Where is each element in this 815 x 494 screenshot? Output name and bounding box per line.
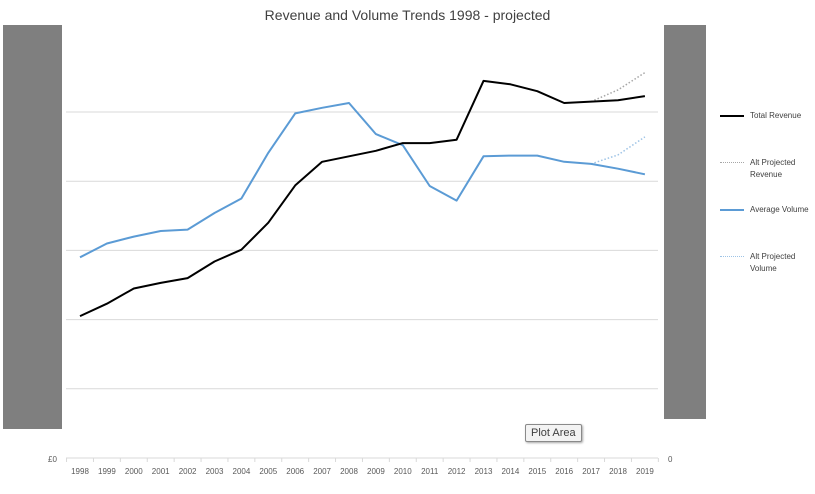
x-axis-tick-label[interactable]: 1998 (71, 467, 89, 476)
x-axis-tick-label[interactable]: 2003 (206, 467, 224, 476)
x-axis-tick-label[interactable]: 2018 (609, 467, 627, 476)
x-axis-tick-label[interactable]: 2001 (152, 467, 170, 476)
legend-label: Alt Projected Revenue (750, 158, 796, 179)
legend-item-alt-projected-volume[interactable]: Alt Projected Volume (718, 249, 815, 279)
x-axis-tick-label[interactable]: 2005 (259, 467, 277, 476)
series-line-total-revenue[interactable] (79, 79, 646, 318)
legend-swatch (720, 115, 744, 117)
legend-swatch (720, 256, 744, 257)
chart-title[interactable]: Revenue and Volume Trends 1998 - project… (264, 7, 551, 23)
x-axis-tick-label[interactable]: 2002 (179, 467, 197, 476)
series-line-average-volume[interactable] (79, 102, 646, 259)
x-axis-tick-label[interactable]: 2019 (636, 467, 654, 476)
x-axis-tick-label[interactable]: 2015 (528, 467, 546, 476)
x-axis-tick-label[interactable]: 2007 (313, 467, 331, 476)
x-axis-tick-label[interactable]: 2016 (555, 467, 573, 476)
right-axis-mask (664, 25, 706, 419)
x-axis-tick-label[interactable]: 2012 (448, 467, 466, 476)
legend-label: Alt Projected Volume (750, 252, 796, 273)
x-axis-tick-label[interactable]: 2006 (286, 467, 304, 476)
x-axis-tick-label[interactable]: 2000 (125, 467, 143, 476)
x-axis-tick-label[interactable]: 2017 (582, 467, 600, 476)
legend-label: Total Revenue (750, 111, 802, 120)
x-axis-tick-label[interactable]: 2011 (421, 467, 439, 476)
x-axis-tick-label[interactable]: 2008 (340, 467, 358, 476)
x-axis-tick-label[interactable]: 1999 (98, 467, 116, 476)
legend-item-total-revenue[interactable]: Total Revenue (718, 108, 815, 138)
x-axis-tick-label[interactable]: 2014 (502, 467, 520, 476)
x-axis-tick-label[interactable]: 2010 (394, 467, 412, 476)
left-axis-mask (3, 25, 62, 429)
series-line-alt-projected-revenue[interactable] (590, 71, 646, 103)
x-axis-tick-label[interactable]: 2009 (367, 467, 385, 476)
legend-item-average-volume[interactable]: Average Volume (718, 202, 815, 232)
plot-area-tooltip: Plot Area (525, 424, 582, 442)
legend-label: Average Volume (750, 205, 809, 214)
series-line-alt-projected-volume[interactable] (590, 136, 646, 165)
legend-swatch (720, 209, 744, 211)
x-axis-tick-label[interactable]: 2013 (475, 467, 493, 476)
y-axis-right-zero-label: 0 (668, 455, 673, 464)
legend-swatch (720, 162, 744, 163)
legend-item-alt-projected-revenue[interactable]: Alt Projected Revenue (718, 155, 815, 185)
y-axis-left-zero-label: £0 (48, 455, 57, 464)
x-axis-tick-label[interactable]: 2004 (233, 467, 251, 476)
